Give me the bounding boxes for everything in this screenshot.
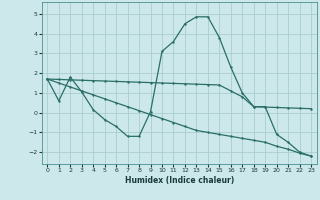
X-axis label: Humidex (Indice chaleur): Humidex (Indice chaleur) (124, 176, 234, 185)
